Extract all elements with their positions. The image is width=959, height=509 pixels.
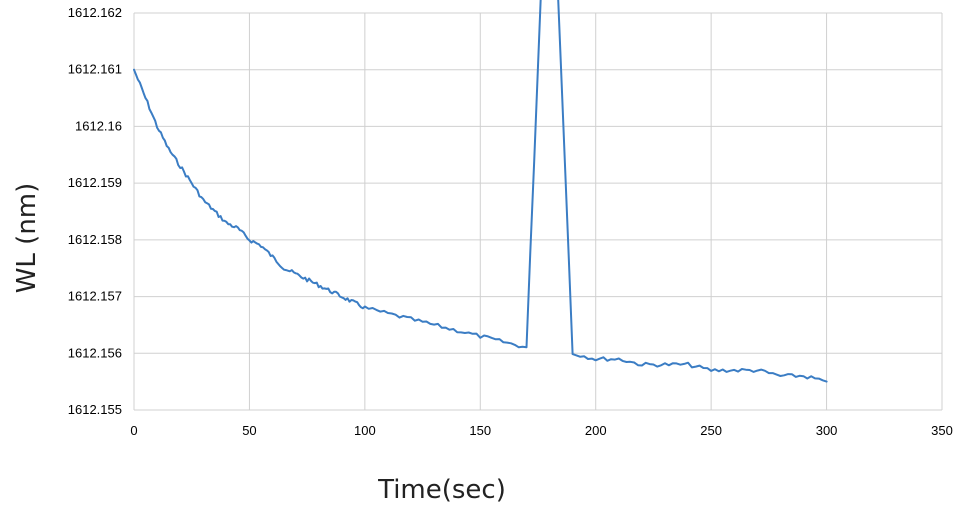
y-axis-title: WL (nm)	[12, 183, 42, 294]
y-tick-label: 1612.157	[68, 289, 122, 304]
y-tick-label: 1612.158	[68, 232, 122, 247]
x-tick-label: 300	[816, 423, 838, 438]
y-tick-label: 1612.155	[68, 402, 122, 417]
x-tick-label: 50	[242, 423, 256, 438]
grid	[133, 12, 943, 411]
x-tick-label: 250	[700, 423, 722, 438]
x-tick-label: 100	[354, 423, 376, 438]
y-tick-label: 1612.16	[75, 118, 122, 133]
tick-labels: 1612.155 1612.156 1612.157 1612.158 1612.159…	[68, 5, 953, 438]
y-tick-label: 1612.159	[68, 175, 122, 190]
x-tick-label: 150	[469, 423, 491, 438]
x-tick-label: 350	[931, 423, 953, 438]
series-layer	[133, 0, 828, 383]
y-tick-label: 1612.156	[68, 345, 122, 360]
x-axis-title: Time(sec)	[377, 475, 506, 505]
series-line	[133, 0, 828, 383]
x-tick-label: 200	[585, 423, 607, 438]
y-tick-label: 1612.161	[68, 62, 122, 77]
x-tick-label: 0	[130, 423, 137, 438]
y-tick-label: 1612.162	[68, 5, 122, 20]
